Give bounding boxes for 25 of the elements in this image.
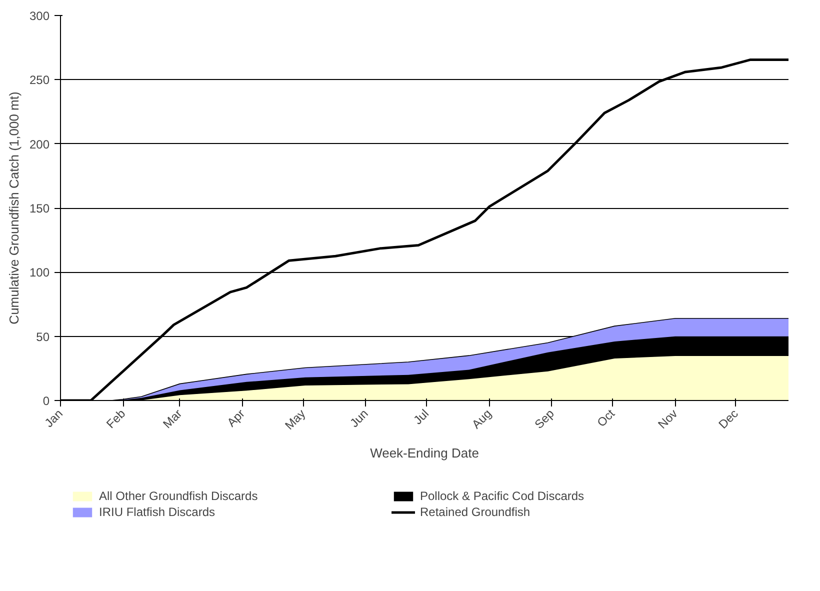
y-tick-label: 0 [42, 394, 50, 408]
y-axis-title: Cumulative Groundfish Catch (1,000 mt) [6, 92, 22, 324]
x-tick-label: Mar [160, 406, 185, 432]
y-tick-label: 150 [29, 202, 50, 216]
y-tick-label: 250 [29, 73, 50, 88]
x-tick-label: Jun [347, 406, 371, 430]
y-tick-label: 200 [29, 137, 50, 152]
legend-label: IRIU Flatfish Discards [99, 505, 216, 519]
legend-label: All Other Groundfish Discards [99, 489, 259, 503]
y-tick-label: 100 [29, 266, 50, 280]
x-tick-label: Dec [716, 406, 741, 432]
x-tick-label: Nov [655, 406, 680, 432]
x-tick-label: Oct [594, 406, 618, 430]
x-tick-label: Aug [469, 406, 494, 432]
x-tick-label: Sep [532, 406, 558, 432]
y-tick-label: 300 [29, 9, 50, 23]
x-axis-title: Week-Ending Date [370, 445, 479, 460]
x-tick-label: Jul [410, 406, 432, 428]
legend-label: Retained Groundfish [420, 505, 532, 519]
y-tick-label: 50 [36, 330, 50, 344]
x-tick-label: Jan [42, 406, 66, 430]
x-tick-label: Apr [224, 406, 248, 430]
x-tick-label: May [282, 406, 308, 432]
x-tick-label: Feb [104, 406, 128, 432]
legend-label: Pollock & Pacific Cod Discards [420, 489, 586, 503]
